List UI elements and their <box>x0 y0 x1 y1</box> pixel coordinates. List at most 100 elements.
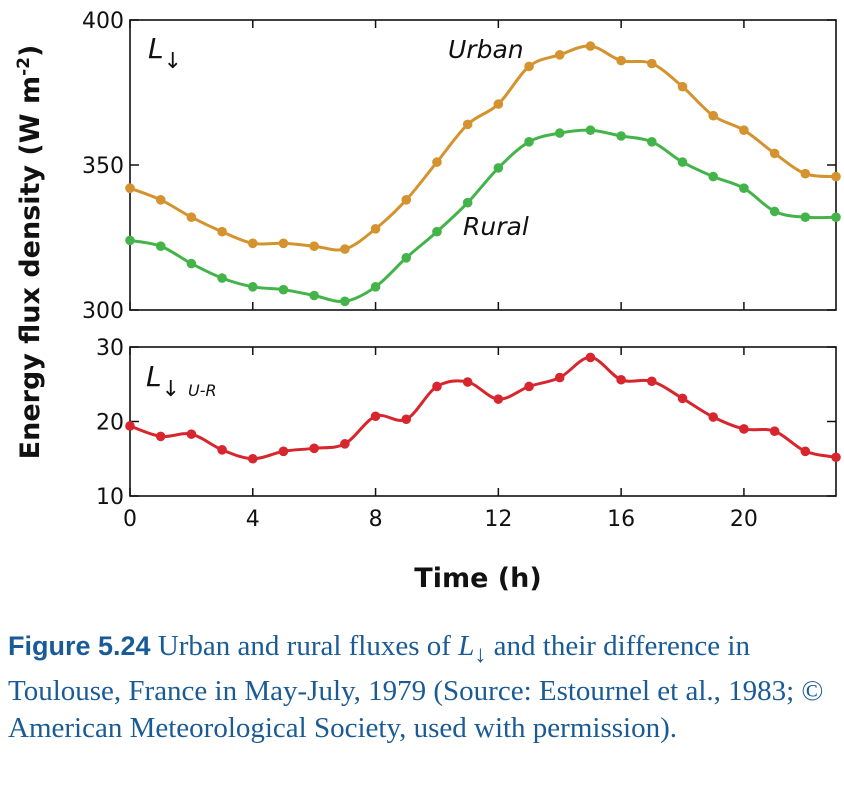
data-point <box>800 212 811 222</box>
data-point <box>309 241 319 251</box>
data-point <box>800 168 811 179</box>
data-point <box>554 372 565 383</box>
data-point <box>278 238 289 249</box>
y-tick-label: 300 <box>82 299 124 324</box>
panel-frame-1 <box>129 346 837 497</box>
bottom-panel-label: L↓ U-R <box>146 360 217 402</box>
data-point <box>708 110 719 121</box>
data-point <box>125 183 135 193</box>
caption-symbol: L <box>458 630 475 662</box>
data-point <box>739 183 749 193</box>
data-point <box>278 284 289 295</box>
data-point <box>462 119 473 130</box>
caption-text-1: Urban and rural fluxes of <box>150 630 459 662</box>
data-point <box>340 296 350 307</box>
data-point <box>309 290 319 301</box>
y-tick-label: 350 <box>82 154 124 179</box>
x-tick-label: 8 <box>369 507 383 532</box>
data-point <box>524 61 534 72</box>
data-point <box>370 411 381 422</box>
data-point <box>739 424 749 434</box>
data-point <box>585 125 596 135</box>
data-point <box>370 224 381 234</box>
x-tick-label: 4 <box>246 507 260 532</box>
data-point <box>616 55 626 66</box>
data-point <box>401 414 412 425</box>
data-point <box>524 137 534 147</box>
data-point <box>432 157 442 167</box>
data-point <box>155 431 166 442</box>
y-tick-label: 10 <box>96 485 124 510</box>
y-tick-label: 30 <box>96 336 124 361</box>
data-point <box>769 426 780 436</box>
data-point <box>462 377 473 387</box>
data-point <box>831 452 841 463</box>
data-point <box>247 238 258 249</box>
y-tick-label: 20 <box>96 411 124 436</box>
data-point <box>309 443 319 454</box>
data-point <box>554 50 565 60</box>
caption-figure-number: Figure 5.24 <box>8 631 151 661</box>
data-point <box>432 226 442 237</box>
data-point <box>401 195 412 205</box>
data-point <box>493 163 504 173</box>
data-point <box>708 412 719 422</box>
data-point <box>585 352 596 363</box>
caption-symbol-sub: ↓ <box>474 640 487 668</box>
data-point <box>739 125 749 135</box>
data-point <box>247 453 258 464</box>
data-point <box>677 157 688 167</box>
data-point <box>524 381 534 392</box>
series-label-rural: Rural <box>463 212 529 241</box>
data-point <box>831 171 841 182</box>
data-point <box>125 421 135 431</box>
y-tick-label: 400 <box>82 9 124 34</box>
data-point <box>186 429 197 439</box>
series-label-urban: Urban <box>448 35 524 64</box>
data-point <box>186 258 197 269</box>
top-panel-label: L↓ <box>148 32 182 74</box>
x-tick-label: 0 <box>123 507 137 532</box>
data-point <box>585 41 596 51</box>
data-point <box>769 148 780 159</box>
data-point <box>800 446 811 457</box>
data-point <box>217 445 227 455</box>
data-point <box>493 394 504 404</box>
data-point <box>647 137 657 147</box>
caption-text-2: and their difference in Toulouse, France… <box>8 630 824 744</box>
data-point <box>493 99 504 109</box>
series-line-difference <box>129 355 837 461</box>
x-tick-label: 16 <box>607 507 635 532</box>
data-point <box>647 58 657 69</box>
y-axis-title: Energy flux density (W m-2) <box>14 45 46 460</box>
data-point <box>401 252 412 263</box>
data-point <box>708 171 719 182</box>
data-point <box>217 226 227 237</box>
x-axis-title: Time (h) <box>414 563 541 594</box>
data-point <box>125 235 135 246</box>
data-point <box>155 195 166 205</box>
data-point <box>616 131 626 141</box>
series-layer <box>125 41 841 464</box>
data-point <box>462 197 473 208</box>
data-point <box>554 128 565 138</box>
data-point <box>370 282 381 292</box>
figure-caption: Figure 5.24 Urban and rural fluxes of L↓… <box>8 628 838 747</box>
data-point <box>647 376 657 387</box>
data-point <box>831 212 841 222</box>
data-point <box>247 282 258 292</box>
data-point <box>769 206 780 217</box>
x-tick-label: 20 <box>730 507 758 532</box>
data-point <box>186 212 197 222</box>
data-point <box>616 374 626 385</box>
data-point <box>340 244 350 254</box>
data-point <box>432 381 442 392</box>
data-point <box>677 81 688 92</box>
data-point <box>155 241 166 251</box>
data-point <box>340 439 350 449</box>
data-point <box>278 446 289 457</box>
data-point <box>677 393 688 404</box>
x-tick-label: 12 <box>484 507 512 532</box>
